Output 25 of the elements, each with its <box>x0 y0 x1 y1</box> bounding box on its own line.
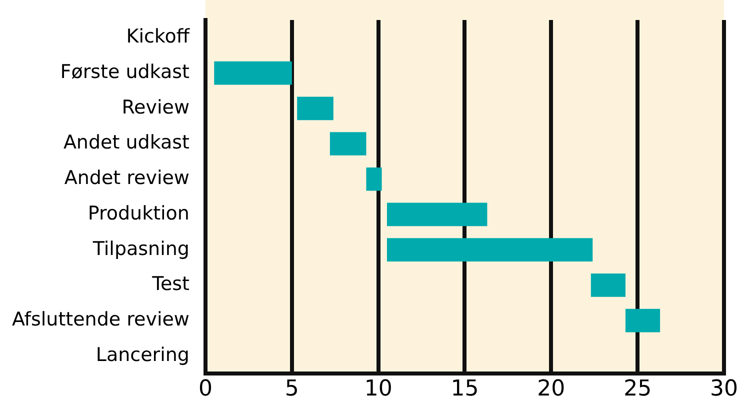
x-tick-label: 20 <box>537 376 566 402</box>
y-tick-label: Afsluttende review <box>12 308 190 330</box>
y-tick-label: Første udkast <box>60 60 190 83</box>
x-tick-label: 25 <box>624 376 652 402</box>
bar <box>386 238 593 262</box>
bar <box>386 202 488 226</box>
bar <box>214 61 292 85</box>
y-tick-label: Review <box>122 96 190 118</box>
y-tick-label: Produktion <box>88 202 190 224</box>
bar <box>297 96 334 120</box>
y-tick-label: Andet udkast <box>63 132 190 154</box>
y-tick-label: Tilpasning <box>92 238 190 260</box>
bar <box>625 308 660 332</box>
y-tick-label: Andet review <box>64 167 190 190</box>
x-tick-label: 30 <box>710 376 738 402</box>
x-tick-label: 10 <box>364 376 392 402</box>
y-tick-label: Kickoff <box>126 26 190 48</box>
x-tick-label: 15 <box>450 376 479 402</box>
bar <box>330 132 366 156</box>
bar <box>366 167 382 191</box>
y-tick-label: Test <box>151 273 190 296</box>
x-tick-label: 0 <box>198 376 212 402</box>
bar <box>590 274 626 297</box>
y-tick-label: Lancering <box>96 344 190 366</box>
x-tick-label: 5 <box>284 376 299 402</box>
